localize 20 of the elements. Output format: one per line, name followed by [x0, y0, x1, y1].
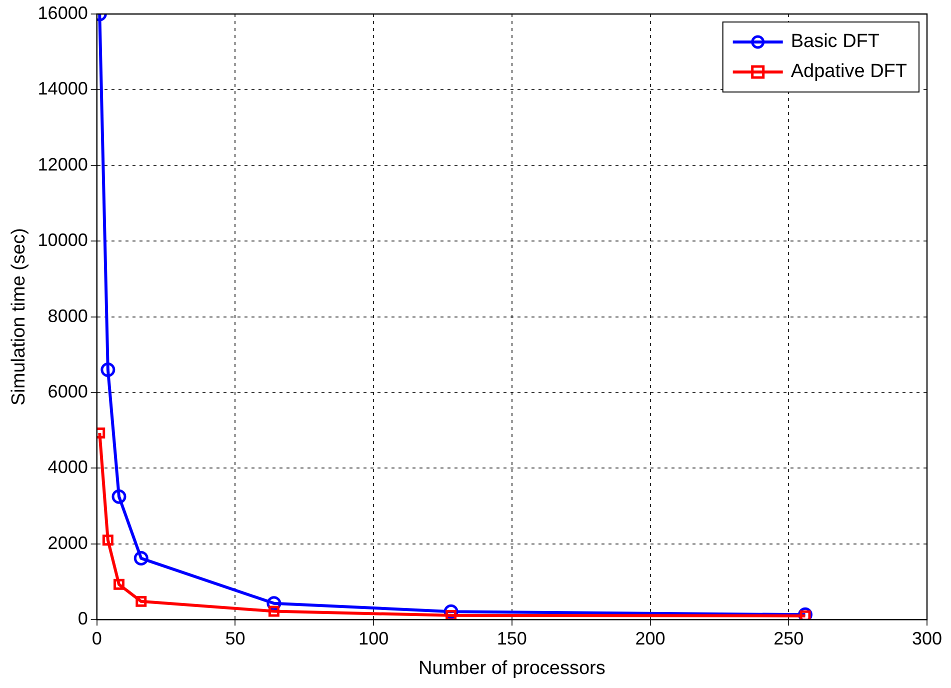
x-tick-label: 150 — [496, 628, 527, 648]
y-tick-label: 0 — [78, 608, 88, 629]
y-tick-label: 14000 — [38, 78, 88, 99]
x-tick-label: 0 — [92, 628, 102, 648]
legend-label: Adpative DFT — [790, 61, 908, 82]
x-axis-title: Number of processors — [418, 658, 606, 679]
y-tick-label: 16000 — [38, 2, 88, 23]
x-tick-label: 50 — [225, 628, 246, 648]
y-tick-label: 10000 — [38, 230, 88, 250]
y-axis-title: Simulation time (sec) — [8, 228, 30, 406]
y-tick-label: 8000 — [48, 306, 88, 326]
y-tick-label: 2000 — [48, 532, 88, 553]
x-tick-label: 100 — [358, 628, 389, 648]
x-tick-label: 200 — [635, 628, 666, 648]
y-tick-label: 12000 — [38, 154, 88, 174]
x-tick-label: 300 — [912, 628, 942, 648]
legend-label: Basic DFT — [790, 31, 880, 52]
y-tick-label: 4000 — [48, 457, 88, 478]
y-tick-label: 6000 — [48, 381, 88, 402]
x-tick-label: 250 — [774, 628, 804, 648]
